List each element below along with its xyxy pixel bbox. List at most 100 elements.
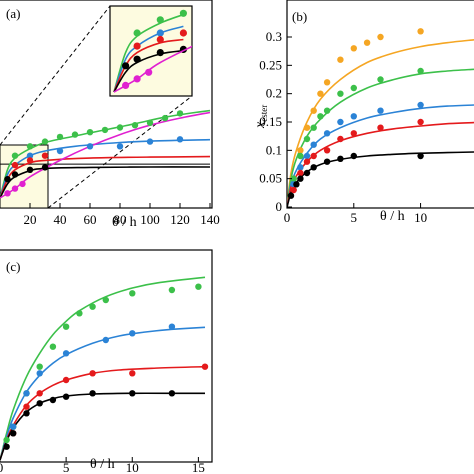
panel-a-inset-green-point	[179, 9, 187, 17]
panel-b-red-data-point	[290, 186, 297, 194]
panel-a-green-data-point	[71, 131, 79, 138]
panel-b-orange-data-point	[363, 39, 371, 46]
panel-c-green-fit-curve	[0, 276, 206, 460]
panel-a-magenta-data-point	[4, 190, 11, 197]
panel-b-green-data-point	[303, 135, 311, 143]
panel-b-black-fit-curve	[287, 151, 474, 208]
panel-a-blue-data-point	[26, 152, 34, 159]
panel-b: (b) xester 0 5 10 0 0.05 0.1 0.15 0.2 0.25 0.3 θ …	[253, 0, 474, 225]
panel-c-red-data-point	[23, 403, 30, 410]
panel-a-green-data-point	[176, 110, 184, 117]
panel-c-black-data-point	[49, 396, 57, 404]
panel-a-green-data-point	[146, 119, 154, 127]
panel-a-x-tick-label: 60	[84, 212, 97, 227]
panel-b-black-data-point	[287, 192, 295, 199]
panel-a-green-data-point	[41, 138, 49, 145]
panel-b-green-data-point	[350, 84, 357, 92]
panel-c-blue-data-point	[36, 370, 43, 377]
panel-a-magenta-data-point	[19, 180, 26, 188]
panel-a-green-data-point	[86, 129, 94, 136]
panel-c-blue-fit-curve	[0, 326, 206, 460]
panel-a-green-data-point	[161, 114, 169, 122]
panel-b-red-data-point	[303, 158, 311, 165]
panel-b-green-fit-curve	[287, 68, 474, 208]
panel-b-black-data-point	[297, 175, 304, 182]
panel-a-inset-red-curve	[113, 38, 184, 93]
panel-b-black-data-point	[417, 152, 424, 160]
panel-b-y-tick-label: 0.2	[266, 86, 282, 101]
panel-b-green-data-point	[297, 152, 304, 160]
panel-c-green-data-point	[76, 310, 83, 317]
panel-b-y-tick-label: 0.05	[259, 171, 282, 186]
panel-c-black-data-point	[129, 390, 136, 397]
panel-c-red-data-point	[89, 370, 96, 377]
panel-b-blue-data-point	[350, 113, 357, 120]
panel-b-green-data-point	[377, 76, 384, 83]
panel-c-green-data-point	[168, 286, 176, 294]
panel-b-red-data-point	[350, 130, 357, 137]
panel-c-frame	[0, 249, 213, 463]
panel-b-black-data-point	[310, 164, 317, 171]
panel-b-y-tick-label: 0	[276, 199, 283, 214]
panel-b-y-tick-label: 0.15	[259, 114, 282, 129]
panel-a-green-data-point	[116, 124, 124, 131]
panel-a-frame	[0, 0, 213, 209]
panel-a-magenta-data-point	[11, 185, 19, 192]
panel-b-orange-data-point	[377, 33, 384, 41]
panel-a-inset-magenta-point	[122, 81, 130, 89]
panel-b-green-data-point	[417, 67, 424, 75]
panel-a-x-tick-label: 100	[140, 212, 160, 227]
panel-c-red-data-point	[201, 363, 209, 370]
panel-b-orange-fit-curve	[287, 39, 474, 208]
panel-b-blue-data-point	[323, 130, 331, 137]
panel-a-inset-black-point	[122, 62, 130, 70]
panel-c-x-tick-label: 15	[192, 460, 205, 474]
panel-b-blue-data-point	[303, 152, 311, 160]
panel-a-green-data-point	[11, 152, 19, 159]
panel-c-green-data-point	[36, 363, 43, 370]
panel-a-label: (a)	[6, 6, 20, 21]
panel-b-blue-data-point	[417, 101, 424, 109]
panel-b-black-data-point	[303, 169, 311, 177]
panel-c-black-data-point	[36, 400, 43, 407]
panel-c-x-tick-label: 5	[63, 460, 70, 474]
panel-a-green-data-point	[131, 122, 139, 129]
panel-a-blue-data-point	[116, 143, 124, 150]
panel-c-label: (c)	[6, 259, 20, 274]
panel-a-red-data-point	[41, 152, 49, 159]
panel-c-red-data-point	[36, 390, 43, 397]
panel-a-red-data-point	[26, 157, 34, 164]
panel-b-green-data-point	[310, 124, 317, 131]
panel-b-orange-data-point	[303, 124, 311, 131]
panel-b-green-data-point	[323, 107, 331, 114]
panel-c-black-data-point	[89, 390, 96, 397]
panel-b-x-tick-label: 5	[351, 210, 358, 225]
panel-c: (c) 0 5 10 15 θ / h	[0, 249, 213, 474]
panel-b-green-data-point	[317, 113, 324, 120]
panel-b-orange-data-point	[417, 28, 424, 35]
panel-a-blue-data-point	[86, 143, 94, 150]
panel-a-blue-data-point	[146, 138, 154, 145]
panel-c-x-tick-label: 0	[0, 460, 3, 474]
panel-b-red-data-point	[417, 118, 424, 126]
panel-b-orange-data-point	[310, 107, 317, 114]
panel-a-x-tick-label: 20	[24, 212, 37, 227]
panel-a-black-data-point	[11, 171, 19, 178]
panel-a: (a) 20 40 60 80 100 120 140 θ / h	[0, 0, 220, 230]
panel-a-inset-magenta-point	[133, 75, 141, 83]
panel-c-black-data-point	[3, 443, 10, 450]
panel-b-y-tick-label: 0.3	[266, 29, 282, 44]
panel-b-label: (b)	[292, 9, 307, 24]
panel-c-blue-data-point	[62, 350, 70, 357]
panel-c-blue-data-point	[23, 390, 30, 397]
panel-c-x-tick-label: 10	[126, 460, 139, 474]
panel-a-blue-data-point	[176, 136, 184, 143]
panel-b-x-tick-label: 0	[284, 210, 291, 225]
panel-b-y-tick-label: 0.1	[266, 142, 282, 157]
panel-a-inset-black-point	[156, 49, 164, 57]
panel-c-red-data-point	[129, 370, 136, 377]
panel-b-frame	[286, 0, 474, 209]
panel-c-green-data-point	[195, 283, 202, 290]
panel-a-black-fit-curve	[0, 166, 211, 199]
panel-b-green-data-point	[290, 175, 297, 182]
